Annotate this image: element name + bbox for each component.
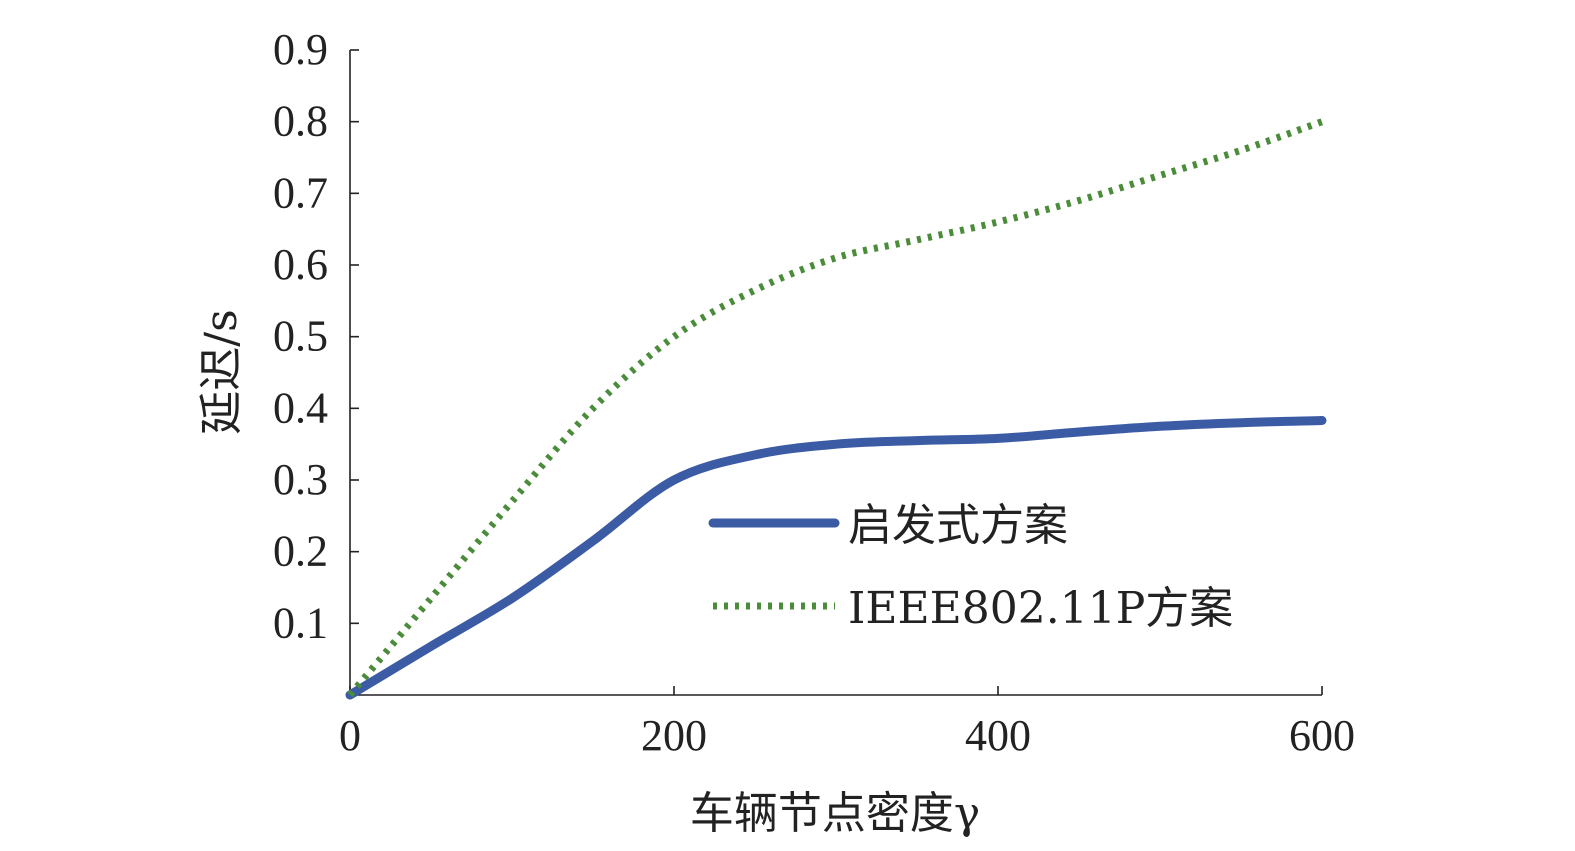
y-tick-label: 0.7: [273, 168, 328, 217]
y-tick-label: 0.3: [273, 455, 328, 504]
x-tick-label: 200: [641, 711, 707, 760]
x-axis-title: 车辆节点密度γ: [690, 788, 980, 839]
y-tick-label: 0.5: [273, 312, 328, 361]
legend-label-heuristic: 启发式方案: [848, 500, 1068, 551]
axes: [349, 50, 1322, 696]
legend: 启发式方案 IEEE802.11P方案: [708, 500, 1233, 634]
series-layer: [345, 118, 1327, 700]
y-ticks: 0.1 0.2 0.3 0.4 0.5 0.6 0.7 0.8 0.9: [273, 25, 359, 647]
series-line-heuristic: [345, 416, 1327, 700]
legend-label-ieee: IEEE802.11P方案: [848, 583, 1233, 634]
series-line-ieee: [347, 118, 1324, 698]
x-tick-label: 400: [965, 711, 1031, 760]
y-tick-label: 0.4: [273, 383, 328, 432]
y-tick-label: 0.9: [273, 25, 328, 74]
x-tick-label: 0: [339, 711, 361, 760]
x-tick-label: 600: [1289, 711, 1355, 760]
x-ticks: 0 200 400 600: [339, 686, 1355, 760]
y-axis-title: 延迟/s: [196, 309, 247, 434]
y-tick-label: 0.8: [273, 97, 328, 146]
y-tick-label: 0.2: [273, 527, 328, 576]
y-tick-label: 0.1: [273, 598, 328, 647]
y-tick-label: 0.6: [273, 240, 328, 289]
